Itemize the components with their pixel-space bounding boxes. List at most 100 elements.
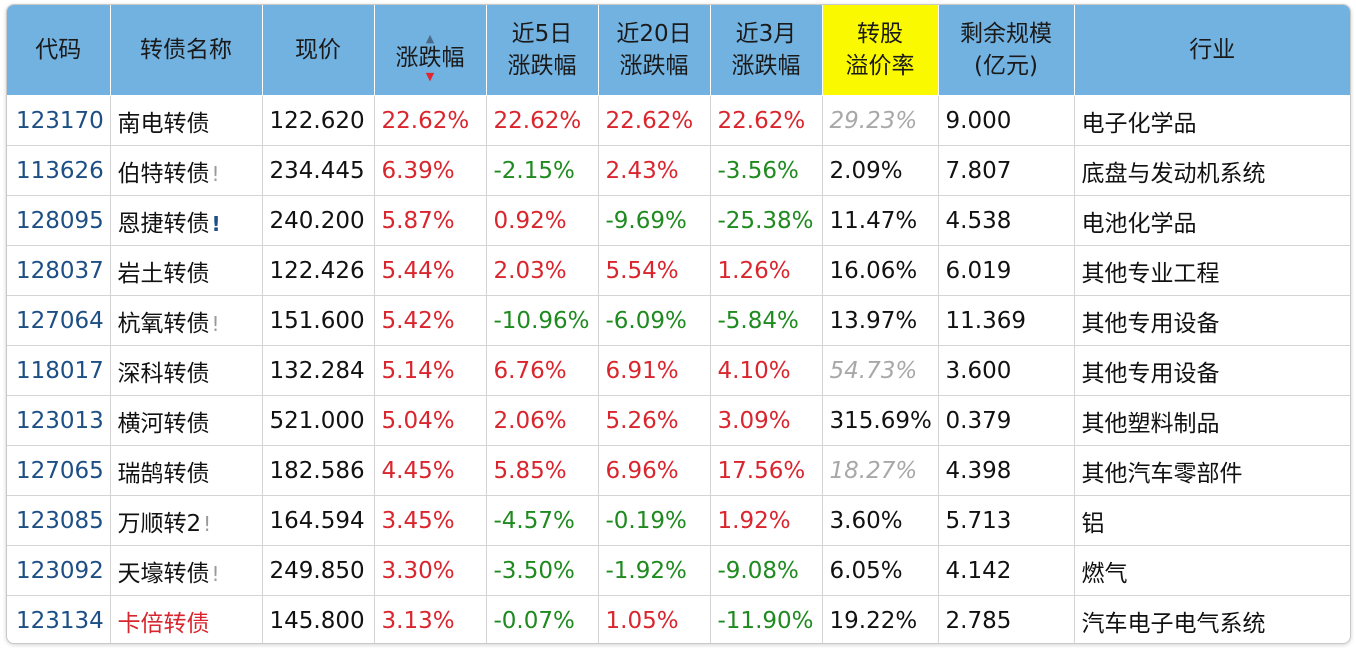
change-20day-cell: -6.09% (598, 295, 711, 346)
header-premium[interactable]: 转股 溢价率 (822, 5, 939, 96)
bond-name[interactable]: 南电转债 (117, 110, 210, 137)
industry-cell: 其他专用设备 (1074, 295, 1350, 346)
change-20day-cell: -0.19% (598, 495, 711, 546)
table-row[interactable]: 127065 瑞鹄转债 182.586 4.45% 5.85% 6.96% 17.56% 18… (7, 445, 1350, 496)
bond-code-link[interactable]: 123170 (7, 95, 111, 146)
bond-name[interactable]: 深科转债 (117, 360, 210, 387)
bond-name[interactable]: 杭氧转债 (117, 310, 210, 337)
bond-code-link[interactable]: 128037 (7, 245, 111, 296)
bond-table-panel: 代码 转债名称 现价 ▲ 涨跌幅 ▼ 近5日 涨跌幅 近20日 涨跌幅 (6, 4, 1351, 644)
bond-name-cell[interactable]: 深科转债 (110, 345, 263, 396)
bond-name-cell[interactable]: 恩捷转债! (110, 195, 263, 246)
bond-code-link[interactable]: 118017 (7, 345, 111, 396)
header-5day[interactable]: 近5日 涨跌幅 (486, 5, 599, 96)
change-3month-cell: 4.10% (710, 345, 823, 396)
table-row[interactable]: 123013 横河转债 521.000 5.04% 2.06% 5.26% 3.09% 315… (7, 395, 1350, 446)
bond-name[interactable]: 横河转债 (117, 410, 210, 437)
bond-name-cell[interactable]: 瑞鹄转债 (110, 445, 263, 496)
table-row[interactable]: 128095 恩捷转债! 240.200 5.87% 0.92% -9.69% -25.38… (7, 195, 1350, 246)
bond-code-link[interactable]: 113626 (7, 145, 111, 196)
bond-name-cell[interactable]: 杭氧转债! (110, 295, 263, 346)
warning-icon[interactable]: ! (211, 161, 220, 186)
change-5day-cell: -2.15% (486, 145, 599, 196)
header-change-label: 涨跌幅 (395, 44, 465, 71)
change-3month-cell: 1.92% (710, 495, 823, 546)
change-5day-cell: 22.62% (486, 95, 599, 146)
table-row[interactable]: 123170 南电转债 122.620 22.62% 22.62% 22.62% 22.62… (7, 95, 1350, 146)
warning-icon[interactable]: ! (211, 311, 220, 336)
change-3month-cell: 1.26% (710, 245, 823, 296)
table-row[interactable]: 123085 万顺转2! 164.594 3.45% -4.57% -0.19% 1.92%… (7, 495, 1350, 546)
bond-name[interactable]: 瑞鹄转债 (117, 460, 210, 487)
change-5day-cell: -10.96% (486, 295, 599, 346)
table-row[interactable]: 123134 卡倍转债 145.800 3.13% -0.07% 1.05% -11.90%… (7, 595, 1350, 643)
price-cell: 234.445 (262, 145, 375, 196)
bond-code-link[interactable]: 127065 (7, 445, 111, 496)
warning-icon[interactable]: ! (203, 511, 212, 536)
warning-icon[interactable]: ! (211, 211, 221, 236)
price-cell: 151.600 (262, 295, 375, 346)
remaining-scale-cell: 2.785 (938, 595, 1075, 643)
change-20day-cell: 6.91% (598, 345, 711, 396)
bond-name-cell[interactable]: 天壕转债! (110, 545, 263, 596)
premium-cell: 2.09% (822, 145, 939, 196)
header-code[interactable]: 代码 (7, 5, 111, 96)
change-cell: 5.42% (374, 295, 487, 346)
change-20day-cell: 1.05% (598, 595, 711, 643)
header-industry[interactable]: 行业 (1074, 5, 1350, 96)
bond-name[interactable]: 岩土转债 (117, 260, 210, 287)
table-row[interactable]: 128037 岩土转债 122.426 5.44% 2.03% 5.54% 1.26% 16.… (7, 245, 1350, 296)
bond-name-cell[interactable]: 万顺转2! (110, 495, 263, 546)
table-row[interactable]: 127064 杭氧转债! 151.600 5.42% -10.96% -6.09% -5.8… (7, 295, 1350, 346)
bond-name[interactable]: 万顺转2 (117, 510, 202, 537)
bond-name-cell[interactable]: 岩土转债 (110, 245, 263, 296)
change-cell: 6.39% (374, 145, 487, 196)
bond-name[interactable]: 天壕转债 (117, 560, 210, 587)
premium-cell: 6.05% (822, 545, 939, 596)
change-3month-cell: -5.84% (710, 295, 823, 346)
bond-name-cell[interactable]: 横河转债 (110, 395, 263, 446)
bond-code-link[interactable]: 127064 (7, 295, 111, 346)
header-name[interactable]: 转债名称 (110, 5, 263, 96)
change-5day-cell: 2.03% (486, 245, 599, 296)
bond-code-link[interactable]: 123013 (7, 395, 111, 446)
table-row[interactable]: 113626 伯特转债! 234.445 6.39% -2.15% 2.43% -3.56%… (7, 145, 1350, 196)
header-scale-line1: 剩余规模 (960, 21, 1052, 47)
header-20day-line1: 近20日 (616, 21, 692, 47)
remaining-scale-cell: 4.538 (938, 195, 1075, 246)
header-change[interactable]: ▲ 涨跌幅 ▼ (374, 5, 487, 96)
change-5day-cell: -4.57% (486, 495, 599, 546)
bond-name-cell[interactable]: 伯特转债! (110, 145, 263, 196)
header-scale[interactable]: 剩余规模 (亿元) (938, 5, 1075, 96)
header-20day[interactable]: 近20日 涨跌幅 (598, 5, 711, 96)
table-row[interactable]: 123092 天壕转债! 249.850 3.30% -3.50% -1.92% -9.08… (7, 545, 1350, 596)
change-5day-cell: 5.85% (486, 445, 599, 496)
bond-code-link[interactable]: 128095 (7, 195, 111, 246)
bond-name-cell[interactable]: 南电转债 (110, 95, 263, 146)
change-20day-cell: 22.62% (598, 95, 711, 146)
price-cell: 145.800 (262, 595, 375, 643)
change-cell: 4.45% (374, 445, 487, 496)
change-3month-cell: 17.56% (710, 445, 823, 496)
header-3month[interactable]: 近3月 涨跌幅 (710, 5, 823, 96)
remaining-scale-cell: 0.379 (938, 395, 1075, 446)
sort-indicator: ▲ 涨跌幅 ▼ (395, 33, 465, 82)
change-20day-cell: -9.69% (598, 195, 711, 246)
price-cell: 132.284 (262, 345, 375, 396)
header-price[interactable]: 现价 (262, 5, 375, 96)
bond-name[interactable]: 卡倍转债 (117, 610, 210, 637)
bond-name-cell[interactable]: 卡倍转债 (110, 595, 263, 643)
remaining-scale-cell: 3.600 (938, 345, 1075, 396)
change-3month-cell: 3.09% (710, 395, 823, 446)
change-3month-cell: -9.08% (710, 545, 823, 596)
warning-icon[interactable]: ! (211, 561, 220, 586)
premium-cell: 16.06% (822, 245, 939, 296)
change-cell: 5.04% (374, 395, 487, 446)
header-premium-line2: 溢价率 (845, 53, 915, 79)
bond-code-link[interactable]: 123092 (7, 545, 111, 596)
bond-code-link[interactable]: 123134 (7, 595, 111, 643)
bond-code-link[interactable]: 123085 (7, 495, 111, 546)
table-row[interactable]: 118017 深科转债 132.284 5.14% 6.76% 6.91% 4.10% 54.… (7, 345, 1350, 396)
bond-name[interactable]: 伯特转债 (117, 160, 210, 187)
bond-name[interactable]: 恩捷转债 (117, 210, 210, 237)
